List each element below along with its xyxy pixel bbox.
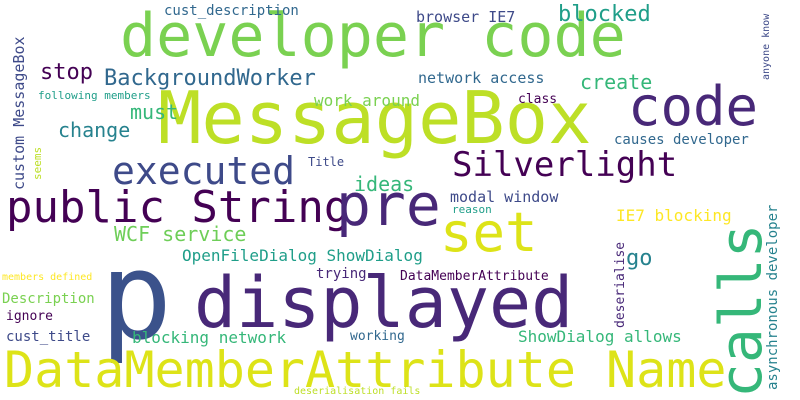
word-seems: seems [31,146,44,180]
word-wcf-service: WCF service [114,222,247,246]
word-deserialise: deserialise [613,241,628,328]
word-deserialisation-fails: deserialisation fails [294,386,421,397]
word-code: code [628,75,759,138]
word-ie7-blocking: IE7 blocking [616,206,732,225]
word-blocked: blocked [558,2,651,27]
word-cust-description: cust_description [164,3,299,19]
word-set: set [440,201,538,264]
word-backgroundworker: BackgroundWorker [104,66,316,91]
word-ideas: ideas [354,172,415,196]
word-reason: reason [452,203,492,216]
word-public-string: public String [6,182,351,233]
word-change: change [58,118,131,142]
word-description: Description [2,291,95,307]
word-modal-window: modal window [450,188,559,206]
word-causes-developer: causes developer [614,132,749,148]
word-openfiledialog-showdialog: OpenFileDialog ShowDialog [182,246,423,265]
word-go: go [626,246,653,271]
word-custom-messagebox: custom MessageBox [10,36,28,190]
word-following-members: following members [38,89,151,102]
word-must: must [130,100,179,124]
word-pre: pre [336,171,441,239]
word-developer-code: developer code [120,1,626,71]
word-showdialog-allows: ShowDialog allows [518,327,682,346]
word-blocking-network: blocking network [132,328,287,347]
word-working: working [350,329,405,344]
word-anyone-know: anyone know [761,13,772,80]
word-title: Title [308,155,345,169]
word-calls: calls [707,223,775,398]
word-executed: executed [112,149,296,193]
word-work-around: work around [314,91,420,110]
word-datamemberattribute-name: DataMemberAttribute Name [4,341,727,399]
word-stop: stop [40,60,93,85]
word-browser-ie7: browser IE7 [416,8,516,26]
word-ignore: ignore [6,309,53,324]
word-datamemberattribute: DataMemberAttribute [400,269,549,284]
word-cust-title: cust_title [6,329,91,345]
word-create: create [580,70,653,94]
word-silverlight: Silverlight [452,145,678,185]
word-trying: trying [316,266,367,282]
word-network-access: network access [418,69,545,87]
word-p: p [100,228,173,367]
word-class: class [518,92,558,107]
word-members-defined: members defined [2,272,93,283]
word-displayed: displayed [194,262,574,344]
word-messagebox: MessageBox [158,76,592,160]
word-asynchronous-developer: asynchronous developer [765,204,781,390]
